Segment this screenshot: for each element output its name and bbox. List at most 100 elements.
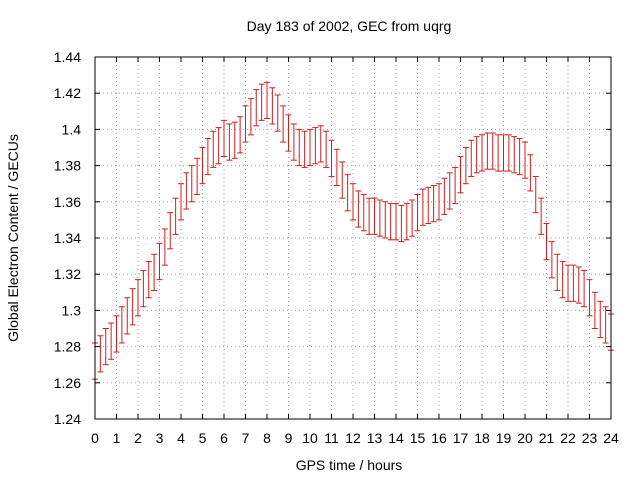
error-bar-point [323,130,330,168]
y-tick-label: 1.28 [54,339,81,355]
x-tick-label: 23 [582,430,598,446]
error-bar-point [366,197,373,235]
error-bars [92,81,614,380]
error-bar-point [403,203,410,241]
error-bar-point [500,134,507,172]
error-bar-point [398,204,405,243]
error-bar-point [570,264,577,302]
error-bar-point [118,306,125,344]
error-bar-point [414,194,421,232]
x-tick-label: 11 [324,430,339,446]
error-bar-point [532,175,539,214]
y-tick-label: 1.34 [54,230,81,246]
x-tick-label: 17 [453,430,469,446]
error-bar-point [210,130,217,168]
error-bar-point [511,136,518,174]
error-bar-point [312,127,319,165]
error-bar-point [108,322,115,360]
error-bar-point [344,174,351,212]
error-bar-point [360,194,367,232]
error-bar-point [102,328,109,366]
error-bar-point [253,89,260,127]
plot-frame [94,56,612,420]
y-tick-labels: 1.24 1.26 1.28 1.3 1.32 1.34 1.36 1.38 1.4 1.42 1.… [54,49,81,427]
chart-title: Day 183 of 2002, GEC from uqrg [247,18,452,34]
error-bar-point [554,253,561,291]
x-tick-label: 24 [603,430,619,446]
error-bar-point [135,279,141,317]
error-bar-point [333,148,340,187]
error-bar-point [419,188,426,226]
error-bar-point [183,172,190,210]
error-bar-point [393,203,399,241]
x-tick-label: 22 [560,430,576,446]
error-bar-point [441,177,448,215]
error-bar-point [301,130,308,168]
y-tick-label: 1.3 [62,302,82,318]
error-bar-point [285,114,292,152]
x-tick-label: 8 [263,430,271,446]
error-bar-point [264,81,270,120]
y-tick-label: 1.32 [54,266,81,282]
error-bar-point [156,242,163,281]
error-bar-point [565,264,571,302]
error-bar-point [457,156,464,194]
error-bar-point [145,261,152,299]
error-bar-point [172,197,179,235]
error-bar-point [581,270,588,308]
error-bar-point [425,186,432,225]
error-bar-point [317,125,324,163]
error-bar-point [247,98,254,136]
error-bar-point [167,212,174,250]
error-bar-point [231,121,238,159]
error-bar-point [484,132,491,170]
error-bar-point [237,116,244,154]
error-bar-point [468,139,475,177]
x-tick-label: 5 [199,430,207,446]
y-tick-label: 1.26 [54,375,81,391]
x-tick-label: 19 [496,430,512,446]
x-tick-label: 12 [345,430,361,446]
x-tick-label: 6 [220,430,228,446]
x-tick-label: 2 [134,430,142,446]
error-bar-point [527,154,534,192]
error-bar-point [328,139,335,177]
axis-ticks [94,56,612,420]
x-tick-label: 0 [91,430,99,446]
error-bar-point [269,87,276,125]
error-bar-point [548,241,555,279]
error-bar-point [113,315,120,353]
error-bar-point [274,94,281,132]
error-bar-point [430,185,437,223]
error-bar-point [140,270,147,308]
error-bar-point [296,128,303,167]
error-bar-point [97,335,104,373]
x-tick-label: 9 [285,430,293,446]
x-tick-label: 15 [410,430,426,446]
error-bar-point [591,291,598,329]
error-bar-point [586,279,593,317]
error-bar-point [129,288,136,326]
error-bar-point [307,128,313,167]
error-bar-point [242,105,249,143]
error-bar-point [350,183,356,221]
y-tick-label: 1.36 [54,194,81,210]
y-tick-label: 1.24 [54,411,81,427]
x-tick-label: 7 [242,430,250,446]
error-bar-point [215,127,222,165]
error-bar-point [473,136,480,174]
x-axis-title: GPS time / hours [296,457,403,473]
error-bar-point [290,123,297,161]
error-bar-point [602,306,609,344]
x-tick-label: 21 [539,430,555,446]
error-bar-point [194,157,201,196]
x-tick-labels: 0 1 2 3 4 5 6 7 8 9 10 11 12 13 14 15 16 17 18 19 20 21 22 23 24 [91,430,619,446]
x-tick-label: 3 [156,430,164,446]
error-bar-point [204,137,211,176]
error-bar-point [597,300,604,339]
y-axis-title: Global Electron Content / GECUs [5,134,21,342]
y-tick-label: 1.38 [54,158,81,174]
error-bar-point [522,141,528,179]
error-bar-point [151,253,158,291]
